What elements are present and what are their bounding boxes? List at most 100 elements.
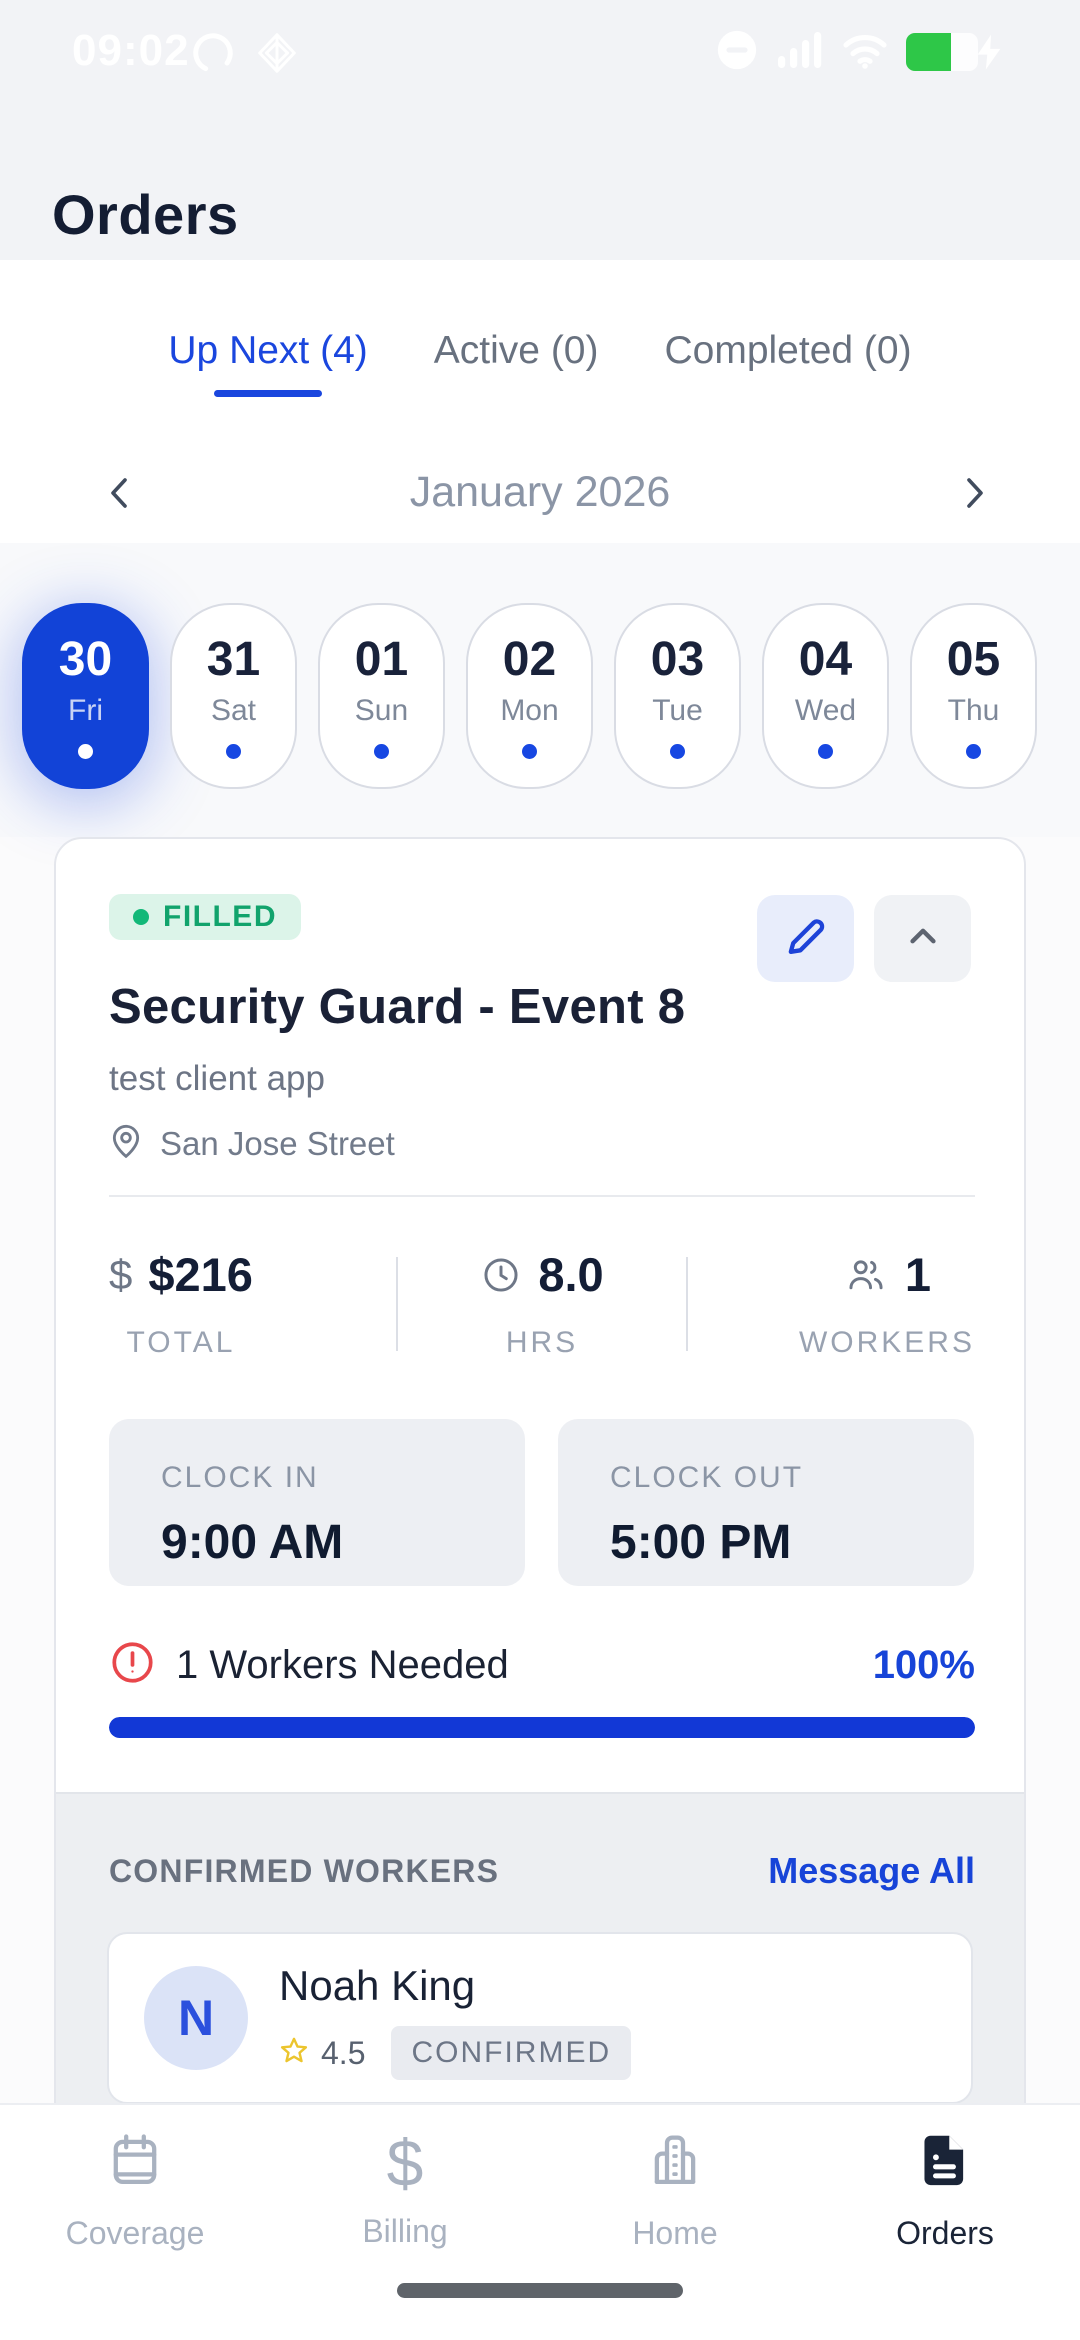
nav-label: Home (632, 2215, 718, 2251)
date-dot (374, 743, 389, 759)
date-weekday: Tue (652, 693, 703, 727)
date-dot (818, 743, 833, 759)
nav-label: Coverage (65, 2215, 205, 2251)
stat-workers-value: 1 (904, 1248, 932, 1301)
worker-status-badge: CONFIRMED (391, 2026, 632, 2080)
active-tab-underline (214, 390, 323, 397)
date-weekday: Sun (354, 693, 409, 727)
date-dot (78, 743, 93, 759)
date-dot (226, 743, 241, 759)
dnd-icon (714, 27, 760, 78)
confirmed-workers-heading: CONFIRMED WORKERS (109, 1852, 500, 1889)
dollar-icon: $ (109, 1250, 133, 1298)
status-bar: 09:02 (0, 0, 1080, 100)
nav-label: Billing (362, 2212, 448, 2249)
pencil-icon (780, 910, 832, 967)
tab-active[interactable]: Active (0) (434, 328, 599, 397)
worker-name: Noah King (279, 1962, 476, 2009)
month-label: January 2026 (409, 468, 671, 516)
fill-progress-track (109, 1717, 975, 1738)
date-pill-31[interactable]: 31 Sat (170, 603, 297, 789)
date-weekday: Fri (68, 693, 103, 727)
stat-total-value: $216 (148, 1248, 253, 1301)
clock-in-label: CLOCK IN (161, 1461, 319, 1494)
nav-item-coverage[interactable]: Coverage (0, 2105, 270, 2275)
next-month-button[interactable] (946, 462, 1002, 524)
date-weekday: Thu (947, 693, 1000, 727)
location-pin-icon (106, 1121, 146, 1166)
month-navigation: January 2026 (0, 450, 1080, 543)
clock-in-value: 9:00 AM (161, 1516, 344, 1569)
divider (109, 1195, 975, 1197)
stat-hours-value: 8.0 (538, 1248, 604, 1301)
clock-out-label: CLOCK OUT (610, 1461, 804, 1494)
people-icon (843, 1254, 889, 1296)
collapse-card-button[interactable] (874, 895, 971, 982)
date-pill-04[interactable]: 04 Wed (762, 603, 889, 789)
message-all-link[interactable]: Message All (768, 1850, 975, 1891)
calendar-icon (103, 2128, 167, 2197)
prev-month-button[interactable] (92, 462, 148, 524)
stat-workers-label: WORKERS (798, 1326, 975, 1359)
clock-in-box: CLOCK IN 9:00 AM (109, 1419, 525, 1586)
date-number: 31 (206, 632, 261, 686)
signal-icon (776, 28, 824, 77)
date-pill-30[interactable]: 30 Fri (22, 603, 149, 789)
date-dot (670, 743, 685, 759)
nav-item-home[interactable]: Home (540, 2105, 810, 2275)
tab-label: Up Next (4) (168, 329, 368, 372)
date-pill-01[interactable]: 01 Sun (318, 603, 445, 789)
order-title: Security Guard - Event 8 (109, 980, 686, 1034)
status-badge: FILLED (109, 894, 301, 940)
tab-up-next[interactable]: Up Next (4) (168, 328, 368, 397)
tab-bar: Up Next (4) Active (0) Completed (0) (0, 328, 1080, 397)
order-location: San Jose Street (160, 1124, 395, 1162)
clock-out-box: CLOCK OUT 5:00 PM (558, 1419, 974, 1586)
worker-rating: 4.5 (321, 2034, 366, 2071)
worker-avatar: N (144, 1966, 248, 2070)
battery-charging-icon (906, 31, 1010, 73)
clock-out-value: 5:00 PM (610, 1516, 792, 1569)
date-weekday: Wed (794, 693, 857, 727)
date-dot (522, 743, 537, 759)
diamond-icon (254, 30, 300, 81)
battery-fill (906, 33, 951, 71)
dollar-icon: $ (386, 2125, 424, 2200)
divider (685, 1256, 688, 1351)
edit-order-button[interactable] (757, 895, 854, 982)
alert-circle-icon (109, 1639, 156, 1691)
nav-item-orders[interactable]: Orders (810, 2105, 1080, 2275)
stat-hours-label: HRS (505, 1326, 579, 1359)
date-carousel: 30 Fri 31 Sat 01 Sun 02 Mon 03 Tue 04 We… (0, 543, 1080, 837)
loading-icon (190, 30, 236, 81)
date-number: 05 (946, 632, 1001, 686)
date-pill-02[interactable]: 02 Mon (466, 603, 593, 789)
nav-label: Orders (896, 2215, 994, 2251)
tab-label: Active (0) (433, 329, 599, 372)
date-pill-05[interactable]: 05 Thu (910, 603, 1037, 789)
order-stats: $ $216 TOTAL 8.0 HRS (109, 1247, 975, 1360)
building-icon (643, 2128, 707, 2197)
page-title: Orders (52, 183, 239, 246)
divider (396, 1256, 399, 1351)
bottom-nav: Coverage $ Billing Home (0, 2103, 1080, 2340)
nav-item-billing[interactable]: $ Billing (270, 2105, 540, 2275)
worker-card[interactable]: N Noah King 4.5 CONFIRMED (107, 1932, 973, 2104)
clock-icon (480, 1254, 522, 1296)
fill-progress-bar (109, 1717, 975, 1738)
wifi-icon (840, 28, 890, 77)
status-dot-icon (133, 909, 149, 925)
tab-label: Completed (0) (664, 329, 912, 372)
date-dot (966, 743, 981, 759)
date-number: 02 (502, 632, 557, 686)
tab-completed[interactable]: Completed (0) (664, 328, 911, 397)
status-label: FILLED (163, 900, 277, 933)
order-client: test client app (109, 1059, 325, 1098)
date-number: 03 (650, 632, 705, 686)
home-indicator[interactable] (397, 2283, 683, 2298)
order-card: FILLED Security Guard - Event 8 test cli… (54, 837, 1026, 2340)
date-number: 30 (58, 632, 113, 686)
star-icon (277, 2034, 311, 2073)
date-pill-03[interactable]: 03 Tue (614, 603, 741, 789)
fill-percent: 100% (872, 1642, 975, 1687)
